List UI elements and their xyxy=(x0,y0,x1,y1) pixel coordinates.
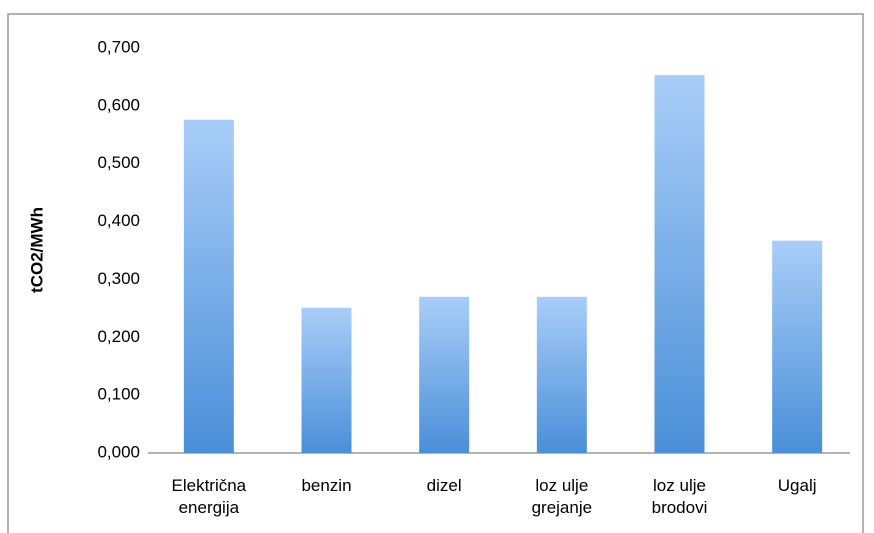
x-tick-label: loz ulje grejanje xyxy=(531,476,593,517)
bar xyxy=(419,296,470,453)
y-tick-label: 0,300 xyxy=(97,269,140,288)
bar xyxy=(536,296,587,453)
bar xyxy=(772,240,823,453)
y-axis-title: tCO2/MWh xyxy=(27,207,46,293)
x-tick-label: benzin xyxy=(301,476,352,495)
bar xyxy=(654,75,705,453)
chart-border xyxy=(7,13,864,533)
y-tick-label: 0,000 xyxy=(97,442,140,461)
bar xyxy=(183,119,234,453)
x-tick-label: Električna energija xyxy=(171,476,247,517)
x-tick-label: Ugalj xyxy=(777,476,817,495)
y-tick-label: 0,700 xyxy=(97,37,140,56)
bar xyxy=(301,307,352,453)
y-tick-label: 0,400 xyxy=(97,211,140,230)
x-tick-label: loz ulje brodovi xyxy=(651,476,708,517)
y-tick-label: 0,500 xyxy=(97,153,140,172)
y-tick-label: 0,100 xyxy=(97,385,140,404)
x-tick-label: dizel xyxy=(426,476,462,495)
y-tick-label: 0,200 xyxy=(97,327,140,346)
y-tick-label: 0,600 xyxy=(97,95,140,114)
